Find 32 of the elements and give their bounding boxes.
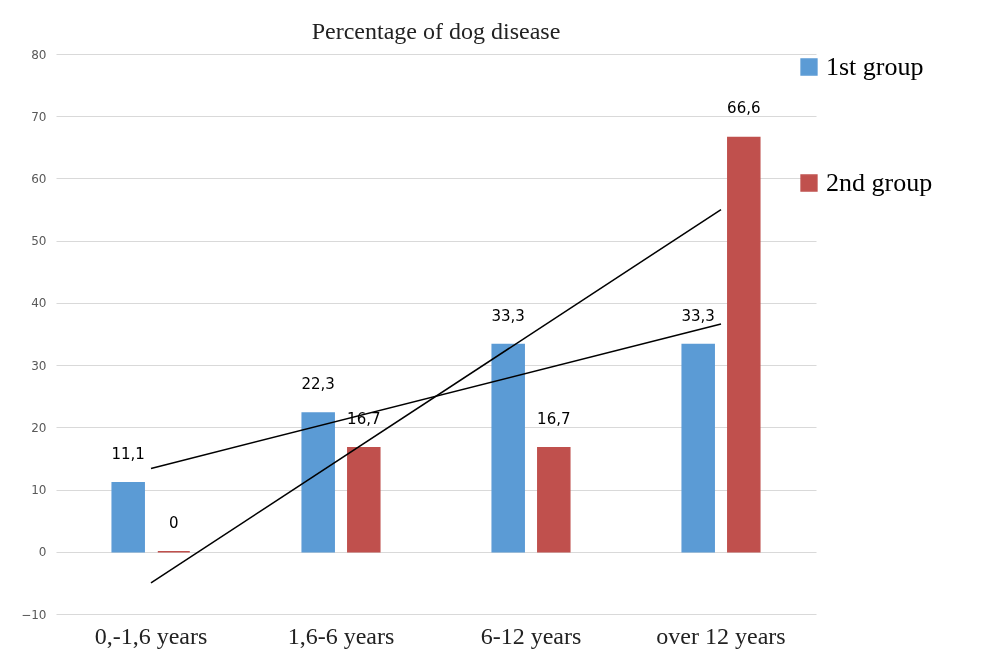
x-tick-label: over 12 years [656, 622, 786, 649]
bar [347, 447, 381, 553]
data-label: 66,6 [727, 99, 761, 118]
data-label: 0 [169, 513, 179, 532]
x-tick-label: 6-12 years [480, 622, 582, 649]
y-tick-label: 0 [38, 545, 47, 560]
y-tick-label: 60 [31, 171, 47, 186]
data-label: 16,7 [537, 409, 571, 428]
data-label: 22,3 [301, 375, 335, 394]
y-tick-label: 50 [31, 234, 47, 249]
bar [681, 343, 715, 553]
data-label: 16,7 [347, 409, 381, 428]
y-tick-label: 20 [31, 420, 47, 435]
bar [727, 136, 761, 553]
x-tick-label: 0,-1,6 years [94, 622, 208, 649]
chart-title: Percentage of dog disease [311, 18, 561, 44]
y-tick-label: 80 [31, 47, 47, 62]
data-label: 33,3 [491, 306, 525, 325]
y-tick-label: 30 [31, 358, 47, 373]
legend-label: 2nd group [826, 168, 933, 197]
y-tick-label: 40 [31, 296, 47, 311]
bar [491, 343, 525, 553]
x-tick-label: 1,6-6 years [287, 622, 395, 649]
data-label: 33,3 [681, 306, 715, 325]
y-tick-label: 10 [31, 483, 47, 498]
bar [111, 481, 145, 553]
bar [537, 447, 571, 553]
bar [301, 412, 335, 553]
legend-label: 1st group [826, 52, 924, 81]
y-tick-label: −10 [21, 607, 47, 622]
data-label: 11,1 [111, 444, 145, 463]
y-tick-label: 70 [31, 109, 47, 124]
